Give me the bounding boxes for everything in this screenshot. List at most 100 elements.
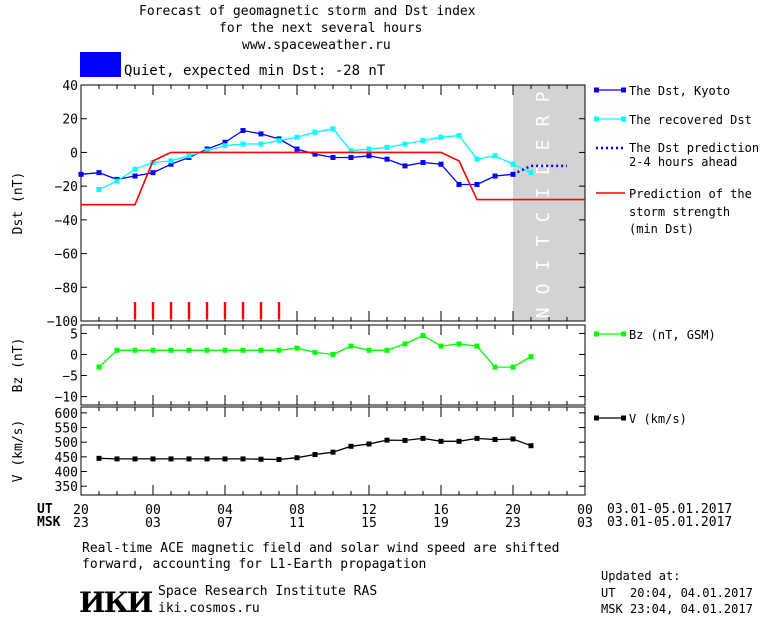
recovered-dst-point	[240, 141, 246, 147]
legend-storm-label-3: (min Dst)	[629, 222, 694, 236]
v-point	[474, 435, 480, 441]
legend-bz-marker	[594, 331, 599, 337]
legend-dst-kyoto-marker	[594, 87, 599, 93]
recovered-dst-point	[222, 143, 228, 149]
chart-title-line-2: for the next several hours	[219, 21, 423, 36]
recovered-dst-point	[402, 141, 408, 147]
bz-point	[402, 341, 408, 347]
v-point	[456, 438, 462, 444]
bz-point	[474, 343, 480, 349]
dst-y-axis-label: Dst (nT)	[11, 172, 26, 235]
legend: The Dst, Kyoto The recovered Dst The Dst p…	[594, 84, 759, 426]
legend-v-marker	[594, 415, 599, 421]
dst-kyoto-point	[222, 139, 228, 145]
recovered-dst-point	[204, 148, 210, 154]
recovered-dst-point	[474, 156, 480, 162]
v-point	[402, 437, 408, 443]
recovered-dst-point	[528, 170, 534, 176]
bz-point	[150, 347, 156, 353]
bz-point	[132, 347, 138, 353]
institute-name: Space Research Institute RAS	[158, 584, 378, 599]
bz-point	[276, 347, 282, 353]
x-axis-msk-range: 03.01-05.01.2017	[607, 515, 733, 530]
v-ytick-label: 600	[55, 407, 78, 422]
bz-y-axis-label: Bz (nT)	[11, 338, 26, 393]
legend-v-marker	[621, 415, 626, 421]
recovered-dst-point	[114, 178, 120, 184]
x-axis-msk-label: MSK	[37, 515, 61, 530]
dst-prediction-line	[512, 164, 567, 176]
v-point	[114, 456, 120, 462]
bz-point	[348, 343, 354, 349]
legend-dst-kyoto-marker	[621, 87, 626, 93]
updated-msk-time: 23:04, 04.01.2017	[630, 602, 753, 616]
x-tick-label-ut: 04	[217, 503, 233, 518]
legend-v-label: V (km/s)	[629, 412, 687, 426]
x-tick-label-ut: 12	[361, 503, 377, 518]
institute-site-link[interactable]: iki.cosmos.ru	[158, 601, 260, 616]
v-point	[150, 456, 156, 462]
dst-kyoto-point	[366, 153, 372, 159]
chart-title-line-1: Forecast of geomagnetic storm and Dst in…	[139, 4, 476, 19]
bz-point	[366, 347, 372, 353]
bz-point	[96, 364, 102, 370]
recovered-dst-point	[384, 144, 390, 150]
updated-msk-label: MSK	[601, 602, 623, 616]
recovered-dst-point	[492, 153, 498, 159]
x-tick-label-ut: 00	[145, 503, 161, 518]
x-tick-label-msk: 07	[217, 516, 233, 531]
dst-ytick-label: 20	[62, 113, 78, 128]
v-point	[204, 456, 210, 462]
legend-storm-label-1: Prediction of the	[629, 187, 752, 201]
dst-kyoto-point	[474, 181, 480, 187]
v-point	[312, 452, 318, 458]
dst-kyoto-point	[258, 131, 264, 137]
dst-kyoto-point	[168, 161, 174, 167]
dst-ytick-label: −60	[55, 248, 78, 263]
v-point	[438, 438, 444, 444]
footer-note-line-2: forward, accounting for L1-Earth propaga…	[82, 557, 427, 572]
dst-ytick-label: 0	[70, 146, 78, 161]
recovered-dst-point	[276, 138, 282, 144]
recovered-dst-point	[438, 134, 444, 140]
bz-ytick-label: −5	[62, 370, 78, 385]
v-point	[384, 437, 390, 443]
bz-point	[168, 347, 174, 353]
x-tick-label-ut: 00	[577, 503, 593, 518]
x-axis-ut-label: UT	[37, 502, 53, 517]
recovered-dst-point	[312, 129, 318, 135]
dst-kyoto-point	[330, 154, 336, 160]
status-color-swatch	[80, 52, 121, 77]
recovered-dst-point	[168, 158, 174, 164]
v-ytick-label: 450	[55, 451, 78, 466]
v-y-axis-label: V (km/s)	[11, 420, 26, 483]
v-ytick-label: 400	[55, 466, 78, 481]
v-point	[168, 456, 174, 462]
dst-kyoto-point	[348, 154, 354, 160]
dst-kyoto-point	[510, 171, 516, 177]
legend-dst-kyoto-label: The Dst, Kyoto	[629, 84, 730, 98]
recovered-dst-point	[96, 187, 102, 193]
dst-kyoto-point	[420, 160, 426, 166]
dst-kyoto-point	[312, 151, 318, 157]
bz-point	[492, 364, 498, 370]
v-point	[348, 443, 354, 449]
bz-point	[294, 345, 300, 351]
iki-logo: ИКИ	[79, 586, 153, 619]
v-point	[96, 455, 102, 461]
v-point	[510, 436, 516, 442]
v-point	[132, 456, 138, 462]
v-point	[492, 437, 498, 443]
bz-point	[384, 347, 390, 353]
prediction-label-letter: P	[533, 91, 554, 102]
storm-strength-line	[81, 151, 585, 206]
dst-panel: P R E D I C T I O N 40 20 0 −20 −40 −60 −80 −100 Dst (nT)	[11, 79, 586, 330]
updated-ut-label: UT	[601, 586, 616, 600]
dst-kyoto-point	[402, 163, 408, 169]
prediction-label-letter: N	[533, 308, 554, 319]
prediction-label-letter: T	[533, 235, 554, 246]
recovered-dst-point	[366, 146, 372, 152]
bz-ytick-label: 0	[70, 348, 78, 363]
